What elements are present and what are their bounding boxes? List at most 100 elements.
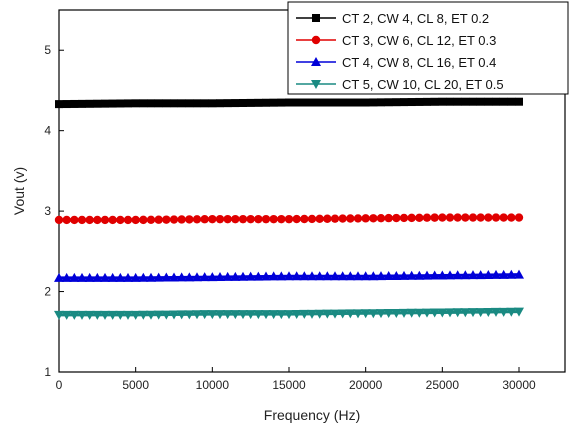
data-point <box>100 272 110 282</box>
data-point <box>322 271 333 281</box>
data-point <box>338 98 347 107</box>
series-4 <box>54 307 524 320</box>
data-point <box>391 308 402 318</box>
data-point <box>162 99 171 108</box>
x-tick-label: 20000 <box>349 378 383 392</box>
data-point <box>161 272 172 282</box>
data-point <box>445 308 455 318</box>
data-point <box>78 99 86 108</box>
data-point <box>292 98 301 107</box>
data-point <box>345 271 356 281</box>
data-point <box>268 271 279 281</box>
data-point <box>215 271 225 281</box>
data-point <box>116 215 125 225</box>
data-point <box>231 214 240 224</box>
data-point <box>406 270 417 280</box>
data-point <box>514 307 524 317</box>
data-point <box>230 271 241 281</box>
data-point <box>353 309 363 319</box>
data-point <box>223 99 232 108</box>
data-point <box>154 99 163 108</box>
data-point <box>93 215 102 225</box>
data-point <box>176 310 187 320</box>
data-point <box>498 269 509 279</box>
data-point <box>469 97 477 106</box>
data-point <box>299 309 310 319</box>
data-point <box>346 214 355 223</box>
data-point <box>338 214 347 223</box>
legend-label: CT 2, CW 4, CL 8, ET 0.2 <box>342 11 489 26</box>
data-point <box>308 98 316 107</box>
data-point <box>361 98 370 107</box>
data-point <box>376 213 386 223</box>
data-point <box>330 214 340 223</box>
data-point <box>215 214 225 224</box>
data-point <box>514 269 524 279</box>
data-point <box>146 215 156 224</box>
data-point <box>437 270 448 280</box>
data-point <box>77 310 87 320</box>
data-point <box>100 310 110 320</box>
data-point <box>70 215 79 225</box>
data-point <box>262 98 270 107</box>
data-point <box>238 271 248 281</box>
data-point <box>322 309 333 319</box>
data-point <box>353 214 363 223</box>
data-point <box>268 310 279 320</box>
data-point <box>108 99 117 108</box>
data-point <box>315 214 324 224</box>
data-point <box>468 270 478 280</box>
data-point <box>131 99 140 108</box>
y-tick-label: 2 <box>44 285 51 299</box>
data-point <box>315 98 324 107</box>
data-point <box>207 272 218 282</box>
data-point <box>400 98 408 107</box>
data-point <box>483 269 494 279</box>
data-point <box>169 310 179 320</box>
data-point <box>407 98 416 107</box>
data-point <box>291 271 302 281</box>
data-point <box>246 98 255 107</box>
data-point <box>124 99 132 108</box>
data-point <box>438 213 447 222</box>
legend-marker <box>311 57 321 66</box>
data-point <box>277 98 286 107</box>
data-point <box>153 272 164 282</box>
data-point <box>345 309 356 319</box>
x-tick-label: 15000 <box>272 378 306 392</box>
data-point <box>484 97 493 106</box>
data-point <box>476 213 485 222</box>
data-point <box>453 97 462 106</box>
data-point <box>222 271 233 281</box>
data-point <box>284 214 294 224</box>
data-point <box>284 310 294 320</box>
data-point <box>514 213 524 222</box>
data-point <box>368 271 379 281</box>
data-point <box>360 271 371 281</box>
data-point <box>284 271 294 281</box>
data-point <box>453 213 462 222</box>
data-point <box>307 214 317 224</box>
data-point <box>468 308 478 318</box>
data-point <box>461 97 470 106</box>
data-point <box>230 310 241 320</box>
data-point <box>208 214 217 224</box>
data-point <box>123 215 133 225</box>
data-point <box>77 215 87 225</box>
data-point <box>61 310 72 320</box>
legend-item: CT 3, CW 6, CL 12, ET 0.3 <box>296 33 496 48</box>
data-point <box>192 310 202 320</box>
legend-marker <box>311 35 321 45</box>
data-point <box>307 309 317 319</box>
data-point <box>314 309 325 319</box>
data-point <box>200 215 209 224</box>
data-point <box>130 272 141 282</box>
data-point <box>253 271 264 281</box>
data-point <box>146 272 156 282</box>
data-point <box>123 272 133 282</box>
data-point <box>269 98 278 107</box>
data-point <box>354 98 362 107</box>
data-point <box>307 271 317 281</box>
data-point <box>377 98 385 107</box>
